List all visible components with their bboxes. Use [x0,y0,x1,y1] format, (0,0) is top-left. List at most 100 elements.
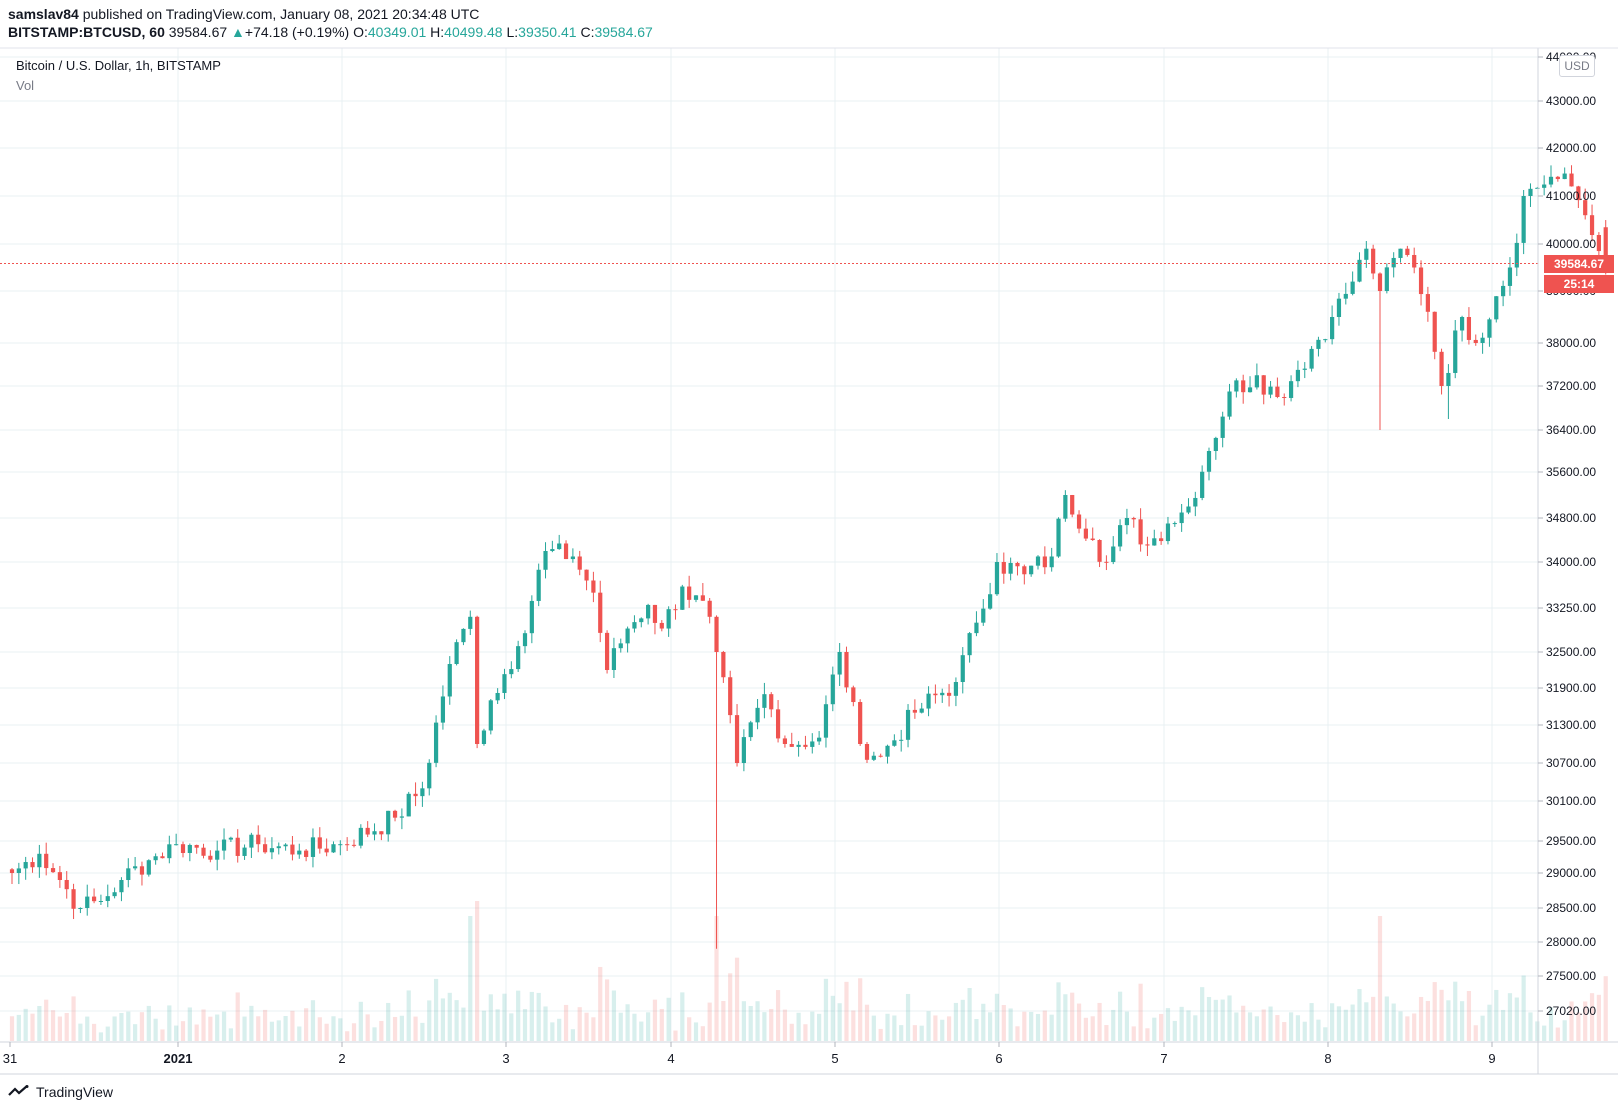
volume-bar [71,996,76,1041]
candle-body [228,837,233,840]
candle-body [16,868,21,873]
volume-bar [187,1007,192,1041]
tradingview-footer[interactable]: TradingView [8,1084,113,1100]
volume-bar [707,1002,712,1041]
volume-bar [940,1019,945,1041]
volume-bar [276,1020,281,1041]
candle-body [249,834,254,848]
candle-body [1131,518,1136,520]
currency-button[interactable]: USD [1559,55,1595,77]
candle-body [1200,471,1205,498]
volume-bar [1117,991,1123,1041]
candle-body [1165,523,1171,542]
volume-bar [1480,1015,1485,1041]
candle-body [1302,368,1307,370]
candle-body [912,709,917,713]
volume-bar [577,1007,582,1041]
symbol-label[interactable]: BITSTAMP:BTCUSD, 60 [8,24,165,40]
volume-indicator-label[interactable]: Vol [16,78,35,93]
candle-body [310,837,316,857]
candle-body [1603,227,1608,264]
candle-body [721,652,726,678]
candle-body [1391,257,1396,268]
candle-body [1507,267,1513,286]
candle-body [372,831,377,835]
volume-bar [837,1003,842,1041]
candle-body [707,600,712,617]
candle-body [1070,495,1075,515]
candle-body [693,595,699,600]
price-tick-label: 31300.00 [1546,718,1596,732]
volume-bar [1015,1026,1020,1041]
series-title[interactable]: Bitcoin / U.S. Dollar, 1h, BITSTAMP [16,58,221,73]
price-tick-label: 30700.00 [1546,756,1596,770]
candle-body [646,604,651,619]
volume-bar [1432,982,1437,1041]
volume-bar [365,1014,370,1041]
volume-bar [98,1032,104,1041]
volume-bar [598,966,603,1041]
open-label: O: [353,24,368,40]
candle-body [338,844,343,846]
price-chart[interactable]: 44000.0043000.0042000.0041000.0040000.00… [0,0,1618,1080]
volume-bar [167,1005,172,1041]
volume-bar [475,901,480,1041]
candle-body [201,847,206,856]
volume-bar [413,1016,418,1041]
candle-body [1569,173,1574,187]
price-tick-label: 28000.00 [1546,935,1596,949]
candle-body [331,844,336,853]
volume-bar [290,1010,295,1041]
candle-body [1412,254,1417,268]
candle-body [304,850,309,857]
candle-body [317,837,322,849]
volume-bar [714,916,719,1041]
candle-body [1377,273,1383,291]
candle-body [495,692,500,701]
volume-bar [1070,992,1075,1041]
volume-bar [1548,1007,1554,1041]
time-tick-label: 5 [831,1051,838,1066]
volume-bar [427,1000,432,1041]
candle-body [728,677,733,716]
volume-bar [146,1005,151,1041]
candle-body [71,889,76,909]
publish-line: samslav84 published on TradingView.com, … [8,6,479,22]
volume-bar [1165,1008,1171,1041]
volume-bar [988,1012,993,1041]
candle-body [475,616,480,744]
candle-body [1022,566,1027,575]
volume-bar [78,1023,83,1041]
candle-body [967,633,972,656]
candle-body [208,855,213,860]
candle-body [803,744,808,747]
candle-body [1049,556,1054,568]
volume-bar [1035,1013,1041,1041]
candle-body [1186,506,1191,513]
candle-body [454,642,459,664]
volume-bar [358,1001,363,1041]
volume-bar [618,1012,623,1041]
volume-bar [687,1017,692,1041]
volume-bar [91,1023,97,1041]
candle-body [1275,386,1280,397]
candle-body [112,892,117,897]
author-name[interactable]: samslav84 [8,6,79,22]
candle-body [509,669,514,675]
candle-body [851,687,856,703]
volume-bar [1384,996,1389,1041]
chart-grid [0,48,1538,1042]
close-label: C: [580,24,595,40]
volume-bar [1501,1009,1506,1041]
volume-bar [1494,989,1499,1041]
candle-body [1425,294,1430,312]
volume-bar [331,1016,336,1041]
candle-body [666,609,671,629]
candle-body [1220,416,1225,438]
price-tick-label: 43000.00 [1546,94,1596,108]
volume-bar [174,1025,179,1041]
volume-bar [30,1013,35,1041]
volume-bar [693,1022,699,1041]
volume-bar [1418,996,1424,1041]
candle-body [276,846,281,849]
